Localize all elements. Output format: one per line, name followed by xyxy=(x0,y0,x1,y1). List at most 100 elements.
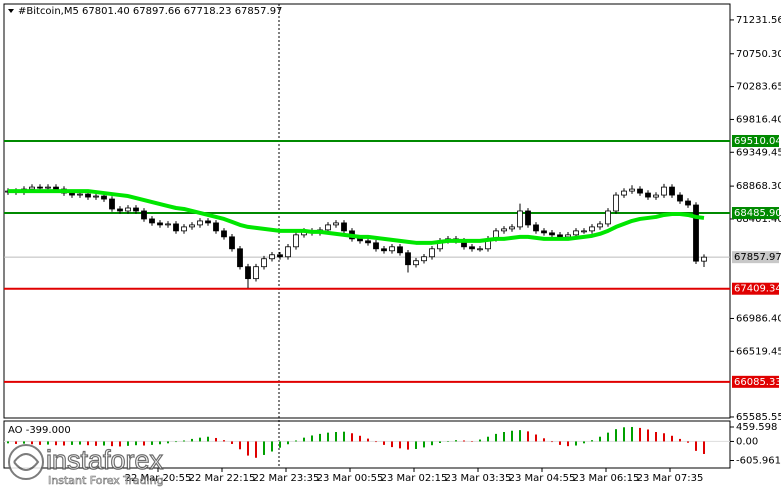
ao-bar xyxy=(599,436,601,442)
ao-tick-label: -605.961 xyxy=(736,455,781,466)
ao-bar xyxy=(623,427,625,442)
ao-bar xyxy=(295,440,297,442)
y-tick-label: 66986.40 xyxy=(736,313,781,324)
ao-bar xyxy=(95,441,97,446)
candle-body xyxy=(117,208,123,212)
candle-body xyxy=(45,186,51,189)
candle-body xyxy=(245,266,251,280)
ao-bar xyxy=(439,441,441,444)
ao-bar xyxy=(407,441,409,450)
candle-body xyxy=(653,194,659,198)
ao-bar xyxy=(311,435,313,442)
ao-bar xyxy=(527,431,529,442)
ao-bar xyxy=(391,441,393,448)
ao-bar xyxy=(175,441,177,443)
title-arrow xyxy=(8,9,14,13)
candle-body xyxy=(685,200,691,206)
candle-body xyxy=(477,248,483,251)
level-label-box xyxy=(732,375,779,388)
ao-bar xyxy=(71,441,73,445)
candle-body xyxy=(277,254,283,258)
y-tick-label: 70750.30 xyxy=(736,49,781,60)
x-tick-label: 23 Mar 03:35 xyxy=(445,473,512,484)
y-tick-label: 69349.45 xyxy=(736,147,781,158)
ao-bar xyxy=(399,441,401,449)
candle-body xyxy=(605,210,611,225)
candle-body xyxy=(237,248,243,268)
ao-bar xyxy=(359,435,361,442)
ao-bar xyxy=(159,441,161,445)
ao-bar xyxy=(335,432,337,442)
ao-bar xyxy=(543,438,545,442)
ao-bar xyxy=(279,441,281,448)
ao-bar xyxy=(463,440,465,442)
candle-body xyxy=(149,218,155,224)
ao-title: AO -399.000 xyxy=(8,425,71,436)
level-label: 66085.33 xyxy=(734,377,781,388)
ao-bar xyxy=(207,436,209,442)
candle-body xyxy=(229,236,235,250)
candle-body xyxy=(637,188,643,194)
logo-tagline: Instant Forex Trading xyxy=(48,474,164,487)
candle-body xyxy=(93,195,99,198)
y-tick-label: 68868.30 xyxy=(736,181,781,192)
candle-body xyxy=(109,198,115,210)
ao-bar xyxy=(247,441,249,456)
level-label: 67409.34 xyxy=(734,284,781,295)
candle-body xyxy=(77,193,83,196)
y-tick-label: 68401.40 xyxy=(736,214,781,225)
logo-swirl xyxy=(13,453,40,471)
ao-bar xyxy=(327,432,329,442)
candle-body xyxy=(141,210,147,220)
logo-name: instaforex xyxy=(46,445,164,475)
level-label: 68485.90 xyxy=(734,208,781,219)
candle-body xyxy=(597,223,603,228)
candle-body xyxy=(565,234,571,238)
ao-bar xyxy=(663,433,665,442)
ao-bar xyxy=(503,432,505,442)
candle-body xyxy=(125,207,131,212)
candle-body xyxy=(429,248,435,258)
ao-bar xyxy=(31,441,33,445)
y-tick-label: 65585.55 xyxy=(736,412,781,423)
ao-bar xyxy=(39,441,41,445)
candle-body xyxy=(421,256,427,262)
moving-average xyxy=(8,189,705,245)
ao-bar xyxy=(167,441,169,444)
candle-body xyxy=(29,186,35,190)
ao-bar xyxy=(351,433,353,442)
candle-body xyxy=(101,195,107,200)
ao-frame xyxy=(3,420,731,469)
y-tick-label: 71231.56 xyxy=(736,15,781,26)
logo: instaforex Instant Forex Trading xyxy=(8,444,164,487)
candle-body xyxy=(541,230,547,234)
y-tick-label: 66519.45 xyxy=(736,346,781,357)
ao-bar xyxy=(455,440,457,442)
ao-bar xyxy=(647,429,649,442)
ao-bar xyxy=(415,441,417,449)
ao-bar xyxy=(703,441,705,454)
candle-body xyxy=(269,254,275,260)
y-tick-label: 70283.65 xyxy=(736,82,781,93)
x-tick-label: 23 Mar 06:15 xyxy=(573,473,640,484)
ao-bar xyxy=(367,438,369,442)
candle-body xyxy=(133,207,139,212)
candle-body xyxy=(373,242,379,250)
ao-bar xyxy=(695,441,697,451)
candle-body xyxy=(293,234,299,248)
ao-bar xyxy=(271,441,273,452)
ao-bar xyxy=(287,441,289,445)
candle-body xyxy=(85,193,91,198)
ao-bar xyxy=(103,441,105,446)
candle-body xyxy=(589,226,595,232)
ao-bar xyxy=(447,441,449,442)
candle-body xyxy=(69,192,75,196)
candle-body xyxy=(285,246,291,258)
candle-body xyxy=(533,224,539,232)
candle-body xyxy=(221,230,227,238)
candle-body xyxy=(365,240,371,244)
ao-bar xyxy=(239,441,241,450)
candle-body xyxy=(693,204,699,262)
candle-body xyxy=(53,186,59,190)
ao-bar xyxy=(535,434,537,442)
